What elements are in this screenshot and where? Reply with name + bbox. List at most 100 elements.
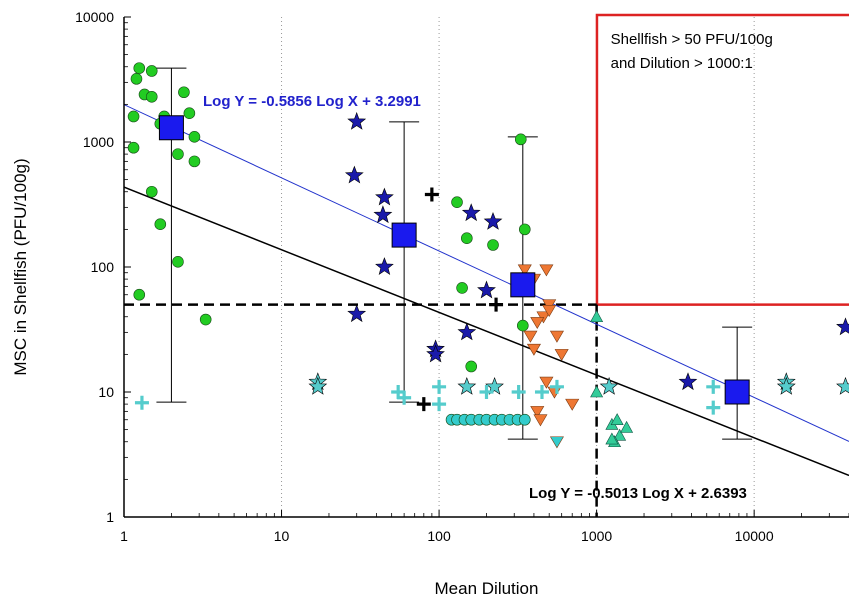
data-point-triangle-down: [533, 414, 548, 427]
data-point-circle: [178, 86, 190, 99]
data-point-circle: [451, 196, 463, 208]
data-point-cross: [416, 397, 431, 412]
data-point-circle: [133, 288, 146, 301]
data-point-star: [347, 111, 367, 130]
data-point-circle: [145, 90, 158, 103]
data-point-circle: [172, 148, 184, 160]
data-point-circle: [518, 413, 531, 426]
data-point-cross: [134, 395, 149, 410]
data-point-triangle: [613, 428, 627, 441]
data-point-star: [375, 187, 394, 206]
data-point-triangle-down: [517, 264, 532, 277]
y-tick-label: 100: [91, 259, 115, 275]
data-point-cross: [706, 400, 721, 415]
plot-area: [124, 62, 849, 517]
data-point-triangle-down: [542, 305, 557, 317]
data-point-star: [344, 165, 364, 184]
data-point-cross: [549, 379, 564, 394]
data-point-triangle-down: [539, 376, 554, 389]
data-point-triangle: [610, 413, 624, 426]
data-point-circle: [518, 223, 531, 236]
data-point-cross: [534, 385, 549, 399]
data-point-star: [485, 376, 504, 395]
data-point-circle: [172, 256, 184, 268]
data-point-circle: [145, 65, 158, 77]
x-axis-title: Mean Dilution: [435, 579, 539, 598]
data-point-triangle: [590, 385, 604, 398]
data-point-circle: [188, 155, 201, 168]
data-point-star: [308, 376, 328, 395]
mean-square: [158, 115, 184, 141]
data-point-star: [375, 257, 394, 275]
data-point-circle: [199, 313, 212, 326]
data-point-triangle: [605, 432, 619, 445]
data-point-circle: [517, 319, 529, 332]
data-point-cross: [511, 385, 526, 399]
y-tick-label: 1000: [83, 134, 114, 150]
data-point-circle: [133, 62, 146, 74]
data-point-star: [483, 211, 503, 230]
data-point-circle: [456, 282, 468, 294]
mean-square: [724, 379, 750, 405]
x-tick-label: 100: [427, 528, 451, 544]
data-point-triangle: [590, 310, 604, 323]
data-point-star: [461, 203, 481, 222]
annotation-line-1: Shellfish > 50 PFU/100g: [611, 31, 773, 48]
data-point-triangle-down: [523, 330, 538, 343]
threshold-region-box: [595, 13, 849, 306]
annotation-line-2: and Dilution > 1000:1: [611, 55, 753, 72]
mean-square: [510, 272, 536, 298]
data-point-star: [776, 376, 796, 395]
data-point-triangle-down: [539, 264, 554, 277]
data-point-cross: [489, 297, 504, 312]
annotation-box: Shellfish > 50 PFU/100g and Dilution > 1…: [595, 13, 849, 306]
mean-square: [391, 222, 417, 248]
data-point-circle: [514, 133, 527, 146]
data-point-star: [836, 317, 849, 336]
data-point-circle: [487, 239, 499, 251]
data-point-star: [457, 376, 477, 395]
blue-regression-label: Log Y = -0.5856 Log X + 3.2991: [203, 93, 421, 110]
data-point-cross: [706, 379, 721, 394]
data-point-star: [836, 376, 849, 395]
y-tick-label: 1: [106, 509, 114, 525]
data-point-star: [477, 280, 496, 299]
data-point-star: [373, 205, 393, 224]
axes: 1 10 100 1000 10000 1 10 100 1000 10000: [75, 9, 849, 544]
data-point-triangle-down: [554, 349, 569, 361]
data-point-cross: [432, 379, 447, 394]
data-point-star: [599, 376, 619, 395]
data-point-cross: [432, 397, 447, 412]
data-point-star: [347, 304, 367, 323]
data-point-star: [426, 344, 445, 363]
data-point-circle: [127, 110, 140, 123]
data-point-circle: [145, 185, 158, 198]
data-point-triangle-down: [547, 386, 562, 399]
x-tick-label: 1: [120, 528, 128, 544]
y-axis-title: MSC in Shellfish (PFU/100g): [11, 158, 30, 375]
data-point-triangle-down: [549, 330, 564, 343]
data-point-star: [457, 322, 477, 341]
black-regression-label: Log Y = -0.5013 Log X + 2.6393: [529, 485, 747, 502]
x-tick-label: 10000: [735, 528, 774, 544]
data-point-cross: [397, 390, 412, 405]
data-point-cross: [424, 187, 439, 202]
data-point-circle: [127, 141, 140, 154]
grid-lines: [281, 17, 755, 517]
regression-line: [124, 186, 849, 477]
data-point-circle: [461, 232, 473, 244]
data-point-triangle-down: [530, 406, 545, 418]
x-tick-label: 1000: [581, 528, 612, 544]
y-tick-label: 10: [98, 384, 114, 400]
data-point-circle: [465, 360, 478, 373]
y-tick-label: 10000: [75, 9, 114, 25]
data-point-triangle-down: [526, 343, 541, 356]
data-point-circle: [130, 73, 143, 85]
data-point-star: [678, 372, 698, 391]
data-point-circle: [154, 218, 167, 230]
data-point-cross: [479, 385, 494, 399]
data-point-circle: [188, 131, 201, 143]
data-point-triangle-down: [565, 398, 580, 411]
data-point-triangle: [620, 420, 634, 433]
